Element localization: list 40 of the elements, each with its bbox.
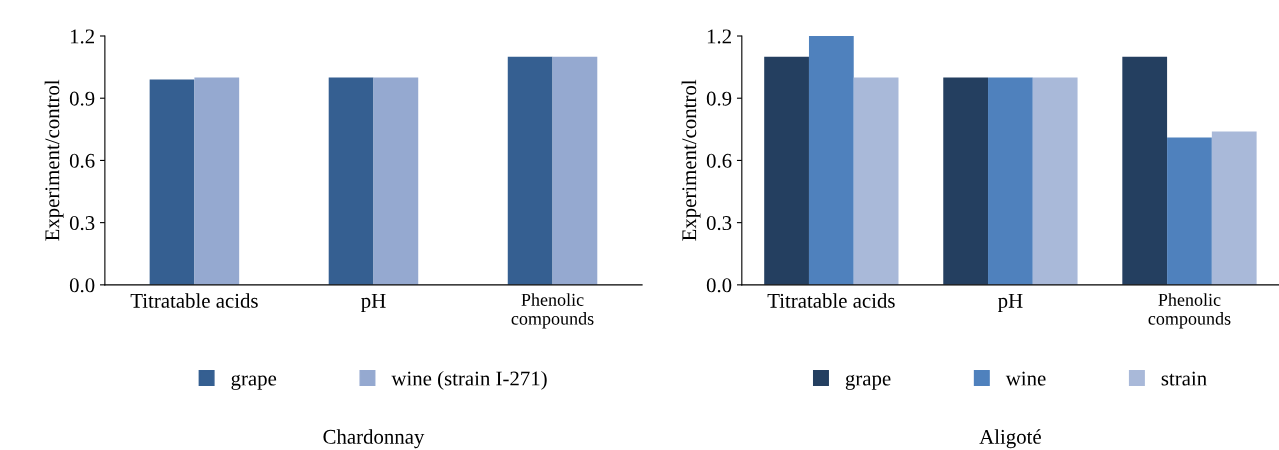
text: Chardonnay	[323, 429, 425, 449]
y-axis-title: Experiment/control	[44, 79, 64, 241]
bar	[373, 77, 419, 285]
y-tick-label: 1.2	[70, 29, 95, 44]
bar	[1211, 131, 1257, 285]
bar	[764, 56, 809, 285]
y-axis-title: Experiment/control	[681, 79, 701, 241]
legend-label: wine (strain I-271)	[391, 370, 547, 390]
y-tick-label: 0.3	[69, 216, 95, 231]
bar	[988, 77, 1033, 285]
x-tick-label: Phenolic compounds	[511, 293, 594, 329]
legend-label: strain	[1161, 371, 1207, 386]
y-tick-label: 0.9	[69, 91, 95, 106]
bar	[1167, 137, 1212, 285]
bar	[808, 36, 854, 285]
bar	[552, 56, 598, 285]
x-tick-label: pH	[361, 294, 386, 313]
x-tick-label: Phenolic compounds	[1148, 293, 1231, 329]
legend-label: grape	[231, 374, 277, 390]
y-tick-label: 0.9	[706, 91, 732, 106]
x-tick-label: pH	[998, 294, 1023, 313]
bar	[149, 79, 195, 285]
bar	[194, 77, 240, 285]
bar	[853, 77, 899, 285]
bar	[943, 77, 989, 285]
x-tick-label: Titratable acids	[130, 293, 258, 308]
text: Aligoté	[979, 429, 1041, 449]
legend-label: wine	[1005, 371, 1046, 386]
y-tick-label: 0.3	[706, 216, 732, 231]
bar	[328, 77, 374, 285]
bar	[1032, 77, 1078, 285]
legend-label: grape	[845, 374, 891, 390]
y-tick-label: 0.6	[706, 153, 732, 168]
y-tick-label: 0.6	[69, 153, 95, 168]
y-tick-label: 0.0	[69, 278, 95, 293]
bar	[1122, 56, 1168, 285]
bar	[507, 56, 553, 285]
y-tick-label: 0.0	[706, 278, 732, 293]
y-tick-label: 1.2	[707, 29, 731, 44]
x-tick-label: Titratable acids	[767, 293, 895, 308]
